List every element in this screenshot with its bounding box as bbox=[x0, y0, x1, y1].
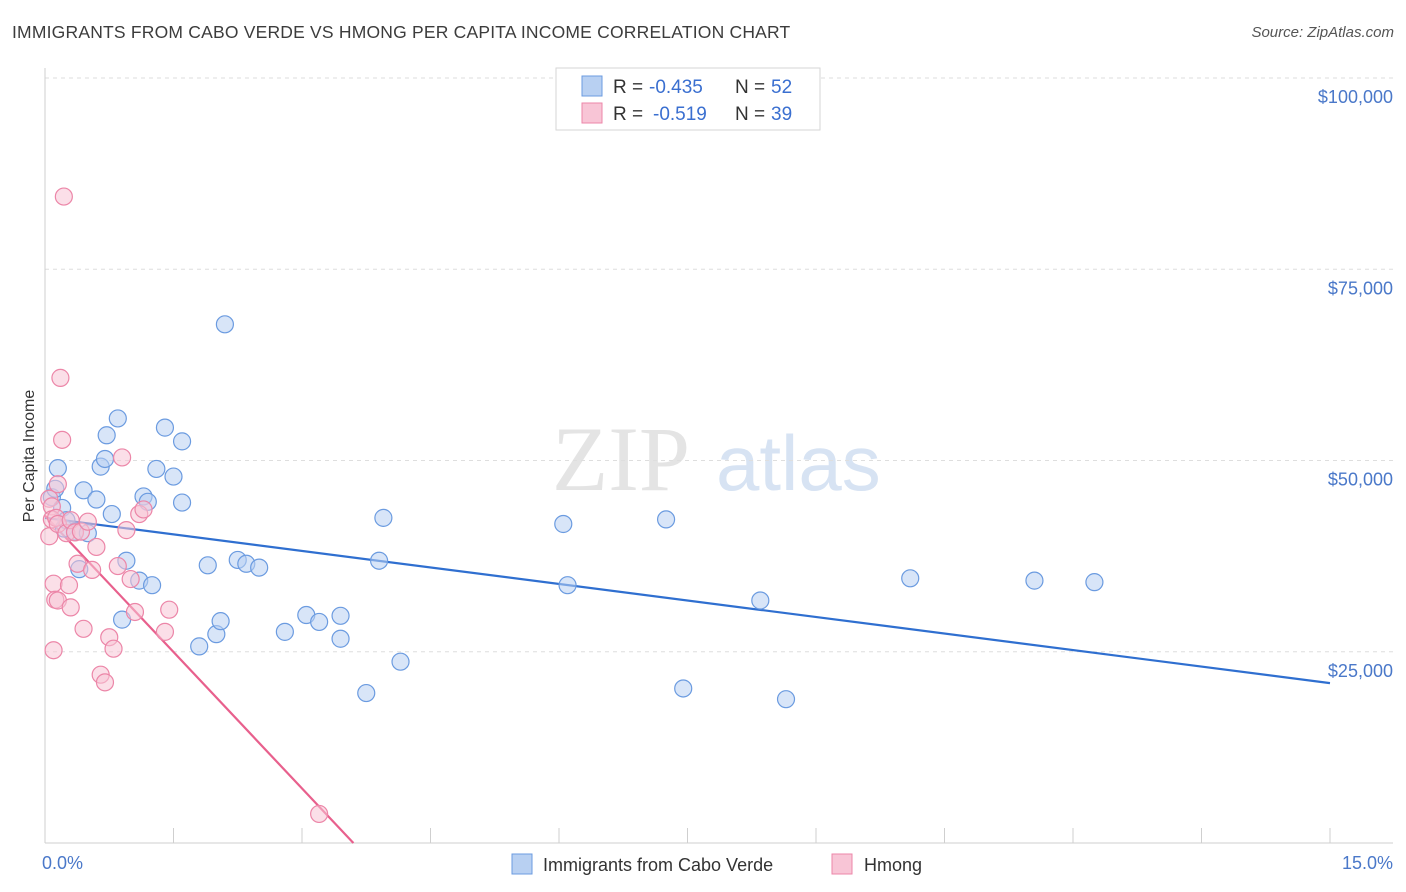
watermark-zip: ZIP bbox=[552, 408, 690, 510]
legend-n-value-2: 39 bbox=[771, 104, 792, 125]
y-tick-label-3: $100,000 bbox=[1318, 87, 1393, 107]
y-tick-label-0: $25,000 bbox=[1328, 661, 1393, 681]
data-point-blue-15 bbox=[108, 409, 127, 428]
legend-swatch-blue bbox=[581, 75, 603, 97]
correlation-legend: R = -0.435 N = 52 R = -0.519 N = 39 bbox=[555, 67, 821, 131]
series-legend: Immigrants from Cabo Verde Hmong bbox=[511, 853, 922, 875]
data-point-blue-13 bbox=[97, 426, 116, 445]
data-point-blue-35 bbox=[275, 622, 294, 641]
data-point-pink-5 bbox=[44, 641, 63, 660]
data-point-blue-45 bbox=[558, 576, 577, 595]
data-point-pink-31 bbox=[117, 521, 136, 540]
data-point-blue-25 bbox=[172, 493, 192, 512]
data-point-pink-13 bbox=[54, 187, 73, 206]
watermark-atlas: atlas bbox=[716, 419, 881, 507]
legend-n-label-2: N = bbox=[735, 104, 765, 125]
legend-n-label-1: N = bbox=[735, 77, 765, 98]
data-point-pink-28 bbox=[104, 639, 123, 658]
chart-title: IMMIGRANTS FROM CABO VERDE VS HMONG PER … bbox=[12, 22, 791, 42]
data-point-blue-42 bbox=[374, 508, 393, 527]
data-point-pink-37 bbox=[121, 569, 140, 589]
data-point-blue-46 bbox=[656, 510, 676, 529]
data-point-blue-31 bbox=[215, 315, 234, 334]
data-point-blue-23 bbox=[155, 418, 175, 437]
data-point-blue-39 bbox=[331, 629, 350, 648]
data-point-blue-28 bbox=[198, 556, 217, 575]
data-point-pink-34 bbox=[134, 500, 153, 519]
data-points bbox=[40, 187, 1104, 824]
tick-labels: $25,000 $50,000 $75,000 $100,000 0.0% 15.0% bbox=[42, 87, 1393, 873]
data-point-blue-22 bbox=[147, 459, 166, 479]
data-point-blue-8 bbox=[74, 481, 93, 500]
legend-n-value-1: 52 bbox=[771, 77, 792, 98]
series-legend-swatch-blue bbox=[511, 853, 533, 875]
data-point-blue-48 bbox=[751, 591, 770, 610]
data-point-pink-12 bbox=[53, 430, 72, 449]
data-point-pink-38 bbox=[310, 804, 329, 824]
data-point-pink-36 bbox=[160, 600, 179, 619]
series-legend-swatch-pink bbox=[831, 853, 853, 875]
data-point-blue-12 bbox=[95, 449, 115, 469]
data-point-pink-8 bbox=[48, 475, 67, 494]
data-point-blue-2 bbox=[48, 459, 67, 478]
data-point-blue-38 bbox=[331, 606, 350, 625]
legend-r-label-2: R = bbox=[613, 104, 643, 125]
data-point-blue-30 bbox=[211, 612, 230, 631]
data-point-pink-11 bbox=[51, 368, 70, 387]
data-point-pink-21 bbox=[74, 619, 93, 638]
data-point-blue-41 bbox=[370, 551, 389, 570]
data-point-pink-24 bbox=[87, 537, 106, 557]
x-tick-label-0: 0.0% bbox=[42, 853, 83, 873]
data-point-pink-29 bbox=[108, 556, 127, 576]
series-legend-label-pink: Hmong bbox=[864, 855, 922, 875]
data-point-blue-24 bbox=[164, 467, 183, 486]
data-point-blue-10 bbox=[87, 490, 106, 509]
y-tick-label-2: $75,000 bbox=[1328, 278, 1393, 298]
data-point-blue-26 bbox=[172, 432, 192, 451]
y-tick-label-1: $50,000 bbox=[1328, 470, 1393, 490]
series-legend-label-blue: Immigrants from Cabo Verde bbox=[543, 855, 773, 875]
data-point-blue-27 bbox=[190, 637, 209, 656]
x-tick-label-1: 15.0% bbox=[1342, 853, 1393, 873]
data-point-pink-4 bbox=[44, 574, 63, 593]
data-point-blue-51 bbox=[1025, 571, 1044, 590]
data-point-blue-52 bbox=[1085, 573, 1104, 592]
data-point-pink-23 bbox=[83, 560, 102, 579]
y-axis-label: Per Capita Income bbox=[21, 390, 38, 523]
data-point-pink-26 bbox=[95, 673, 115, 692]
data-point-blue-49 bbox=[776, 690, 796, 709]
axes bbox=[44, 68, 1393, 844]
data-point-pink-30 bbox=[112, 448, 132, 467]
data-point-pink-32 bbox=[125, 602, 145, 622]
trend-line-blue bbox=[44, 516, 1331, 685]
legend-r-value-2: -0.519 bbox=[653, 104, 707, 125]
data-point-blue-40 bbox=[357, 683, 376, 703]
data-point-blue-14 bbox=[102, 504, 121, 524]
legend-r-value-1: -0.435 bbox=[649, 77, 703, 98]
data-point-blue-34 bbox=[250, 558, 269, 577]
data-point-blue-47 bbox=[674, 679, 693, 698]
data-point-blue-43 bbox=[391, 652, 410, 671]
data-point-pink-15 bbox=[59, 576, 79, 595]
data-point-pink-22 bbox=[78, 512, 97, 531]
data-point-pink-17 bbox=[61, 598, 80, 617]
data-point-pink-35 bbox=[155, 622, 175, 641]
legend-swatch-pink bbox=[581, 102, 603, 124]
legend-r-label-1: R = bbox=[613, 77, 643, 98]
data-point-blue-37 bbox=[310, 612, 329, 632]
data-point-blue-50 bbox=[901, 569, 920, 588]
source-credit: Source: ZipAtlas.com bbox=[1251, 24, 1394, 41]
data-point-blue-44 bbox=[554, 514, 573, 534]
data-point-blue-21 bbox=[142, 576, 162, 595]
